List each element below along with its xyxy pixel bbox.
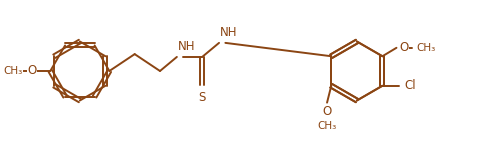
Text: CH₃: CH₃ bbox=[317, 121, 337, 131]
Text: Cl: Cl bbox=[404, 79, 416, 92]
Text: NH: NH bbox=[220, 26, 237, 39]
Text: NH: NH bbox=[178, 40, 195, 53]
Text: CH₃: CH₃ bbox=[417, 43, 436, 53]
Text: O: O bbox=[27, 64, 37, 78]
Text: O: O bbox=[323, 106, 332, 118]
Text: CH₃: CH₃ bbox=[3, 66, 23, 76]
Text: S: S bbox=[198, 91, 206, 104]
Text: O: O bbox=[399, 41, 409, 54]
